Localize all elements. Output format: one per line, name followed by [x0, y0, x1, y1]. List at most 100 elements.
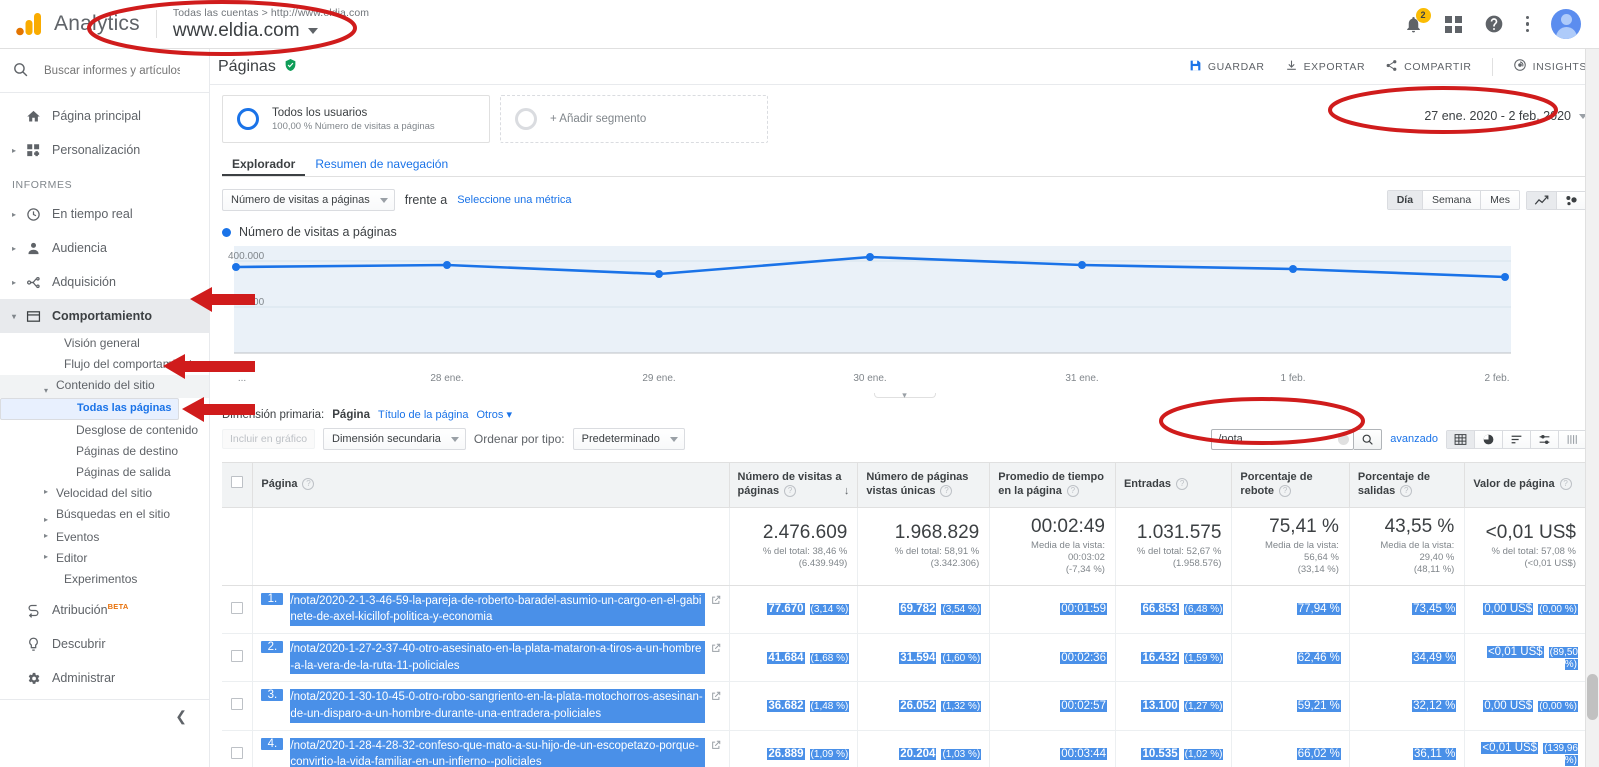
col-porcentaje-rebote[interactable]: Porcentaje de rebote? — [1231, 462, 1350, 508]
open-external-icon[interactable] — [711, 738, 721, 753]
sidebar-item-eventos[interactable]: ▸ Eventos — [0, 527, 209, 548]
line-chart-icon[interactable] — [1527, 191, 1557, 209]
help-icon[interactable] — [1484, 14, 1504, 34]
table-view-icon[interactable] — [1447, 430, 1475, 448]
plot-rows-button[interactable]: Incluir en gráfico — [222, 429, 316, 449]
more-vert-icon[interactable] — [1525, 15, 1529, 33]
chart-resize-handle[interactable]: ▾ — [222, 390, 1587, 400]
primary-dimension-value[interactable]: Página — [332, 408, 370, 421]
sidebar-item-todas-las-paginas[interactable]: Todas las páginas — [0, 398, 179, 420]
metric-select[interactable]: Número de visitas a páginas — [222, 189, 395, 211]
col-porcentaje-salidas[interactable]: Porcentaje de salidas? — [1349, 462, 1466, 508]
account-selector[interactable]: Todas las cuentas > http://www.eldia.com… — [173, 7, 369, 41]
granularity-semana[interactable]: Semana — [1423, 191, 1482, 209]
account-name[interactable]: www.eldia.com — [173, 20, 369, 41]
sidebar-item-atribucion[interactable]: AtribuciónBETA — [0, 593, 209, 627]
sidebar-item-velocidad-del-sitio[interactable]: ▸ Velocidad del sitio — [0, 483, 209, 504]
page-url-link[interactable]: /nota/2020-1-30-10-45-0-otro-robo-sangri… — [290, 689, 705, 723]
page-url-link[interactable]: /nota/2020-1-27-2-37-40-otro-asesinato-e… — [290, 640, 705, 675]
tab-resumen-navegacion[interactable]: Resumen de navegación — [315, 157, 449, 171]
sidebar-item-editor[interactable]: ▸ Editor — [0, 548, 209, 569]
bell-icon[interactable]: 2 — [1404, 7, 1431, 34]
col-pagina[interactable]: Página? — [252, 462, 730, 508]
add-segment-button[interactable]: + Añadir segmento — [500, 95, 768, 143]
motion-chart-icon[interactable] — [1557, 191, 1586, 209]
share-button[interactable]: COMPARTIR — [1385, 59, 1471, 75]
open-external-icon[interactable] — [711, 641, 721, 656]
col-promedio-tiempo[interactable]: Promedio de tiempo en la página? — [989, 462, 1116, 508]
checkbox-icon[interactable] — [231, 476, 244, 489]
row-checkbox-cell[interactable] — [222, 585, 254, 634]
sidebar-item-en-tiempo-real[interactable]: ▸ En tiempo real — [0, 197, 209, 231]
sidebar-item-experimentos[interactable]: Experimentos — [0, 569, 209, 593]
table-row[interactable]: 3. /nota/2020-1-30-10-45-0-otro-robo-sang… — [222, 681, 1587, 731]
granularity-dia[interactable]: Día — [1387, 191, 1424, 209]
sidebar-item-pagina-principal[interactable]: Página principal — [0, 99, 209, 133]
page-url-link[interactable]: /nota/2020-2-1-3-46-59-la-pareja-de-robe… — [290, 592, 705, 626]
checkbox-icon[interactable] — [231, 601, 244, 614]
row-checkbox-cell[interactable] — [222, 633, 254, 683]
date-range-picker[interactable]: 27 ene. 2020 - 2 feb. 2020 — [1424, 95, 1587, 123]
open-external-icon[interactable] — [711, 689, 721, 704]
checkbox-icon[interactable] — [231, 650, 244, 663]
col-numero-visitas-paginas[interactable]: Número de visitas a páginas? ↓ — [729, 462, 859, 508]
checkbox-icon[interactable] — [231, 698, 244, 711]
advanced-link[interactable]: avanzado — [1390, 433, 1438, 445]
table-row[interactable]: 1. /nota/2020-2-1-3-46-59-la-pareja-de-ro… — [222, 585, 1587, 634]
sidebar-item-administrar[interactable]: Administrar — [0, 661, 209, 695]
sidebar-item-flujo-comportamiento[interactable]: Flujo del comportamiento — [0, 354, 209, 375]
help-icon[interactable]: ? — [1279, 484, 1292, 497]
help-icon[interactable]: ? — [302, 477, 315, 490]
clear-icon[interactable] — [1338, 433, 1350, 445]
row-page-cell[interactable]: 2. /nota/2020-1-27-2-37-40-otro-asesinato… — [252, 633, 730, 683]
row-page-cell[interactable]: 3. /nota/2020-1-30-10-45-0-otro-robo-sang… — [252, 681, 730, 731]
scrollbar-thumb[interactable] — [1587, 674, 1598, 720]
vertical-scrollbar[interactable] — [1585, 49, 1599, 767]
checkbox-icon[interactable] — [231, 746, 244, 759]
comparison-view-icon[interactable] — [1531, 430, 1559, 448]
row-page-cell[interactable]: 1. /nota/2020-2-1-3-46-59-la-pareja-de-ro… — [252, 585, 730, 634]
sidebar-item-descubrir[interactable]: Descubrir — [0, 627, 209, 661]
insights-button[interactable]: INSIGHTS — [1513, 58, 1587, 75]
sidebar-item-paginas-de-salida[interactable]: Páginas de salida — [0, 462, 209, 483]
help-icon[interactable]: ? — [1176, 477, 1189, 490]
table-row[interactable]: 2. /nota/2020-1-27-2-37-40-otro-asesinato… — [222, 633, 1587, 683]
sort-type-select[interactable]: Predeterminado — [572, 428, 685, 450]
col-paginas-vistas-unicas[interactable]: Número de páginas vistas únicas? — [857, 462, 991, 508]
sidebar-item-busquedas-en-el-sitio[interactable]: ▸ Búsquedas en el sitio — [0, 504, 209, 527]
dimension-link-titulo[interactable]: Título de la página — [377, 408, 469, 421]
col-valor-pagina[interactable]: Valor de página? — [1464, 462, 1587, 508]
select-metric-link[interactable]: Seleccione una métrica — [457, 194, 572, 206]
table-search-button[interactable] — [1354, 428, 1383, 450]
help-icon[interactable]: ? — [1066, 484, 1079, 497]
sidebar-item-desglose-de-contenido[interactable]: Desglose de contenido — [0, 420, 209, 441]
sidebar-item-adquisicion[interactable]: ▸ Adquisición — [0, 265, 209, 299]
sidebar-item-contenido-del-sitio[interactable]: ▾ Contenido del sitio — [0, 375, 209, 398]
help-icon[interactable]: ? — [940, 484, 953, 497]
row-checkbox-cell[interactable] — [222, 681, 254, 731]
help-icon[interactable]: ? — [784, 484, 797, 497]
open-external-icon[interactable] — [711, 593, 721, 608]
dimension-link-otros[interactable]: Otros ▾ — [476, 409, 513, 421]
pivot-view-icon[interactable] — [1559, 430, 1586, 448]
sidebar-item-paginas-de-destino[interactable]: Páginas de destino — [0, 441, 209, 462]
avatar[interactable] — [1551, 9, 1581, 39]
help-icon[interactable]: ? — [1559, 477, 1572, 490]
segment-all-users[interactable]: Todos los usuarios 100,00 % Número de vi… — [222, 95, 490, 143]
save-button[interactable]: GUARDAR — [1189, 59, 1265, 75]
sidebar-item-comportamiento[interactable]: ▾ Comportamiento — [0, 299, 209, 333]
sidebar-item-audiencia[interactable]: ▸ Audiencia — [0, 231, 209, 265]
help-icon[interactable]: ? — [1400, 484, 1413, 497]
sidebar-item-vision-general[interactable]: Visión general — [0, 333, 209, 354]
col-entradas[interactable]: Entradas? — [1115, 462, 1233, 508]
export-button[interactable]: EXPORTAR — [1285, 59, 1366, 75]
apps-grid-icon[interactable] — [1444, 15, 1462, 33]
row-checkbox-cell[interactable] — [222, 730, 254, 767]
page-url-link[interactable]: /nota/2020-1-28-4-28-32-confeso-que-mato… — [290, 737, 705, 767]
search-input[interactable] — [42, 63, 182, 78]
secondary-dimension-select[interactable]: Dimensión secundaria — [323, 428, 466, 450]
bar-view-icon[interactable] — [1503, 430, 1531, 448]
sidebar-search[interactable] — [0, 49, 209, 93]
granularity-mes[interactable]: Mes — [1481, 191, 1519, 209]
pie-view-icon[interactable] — [1475, 430, 1503, 448]
